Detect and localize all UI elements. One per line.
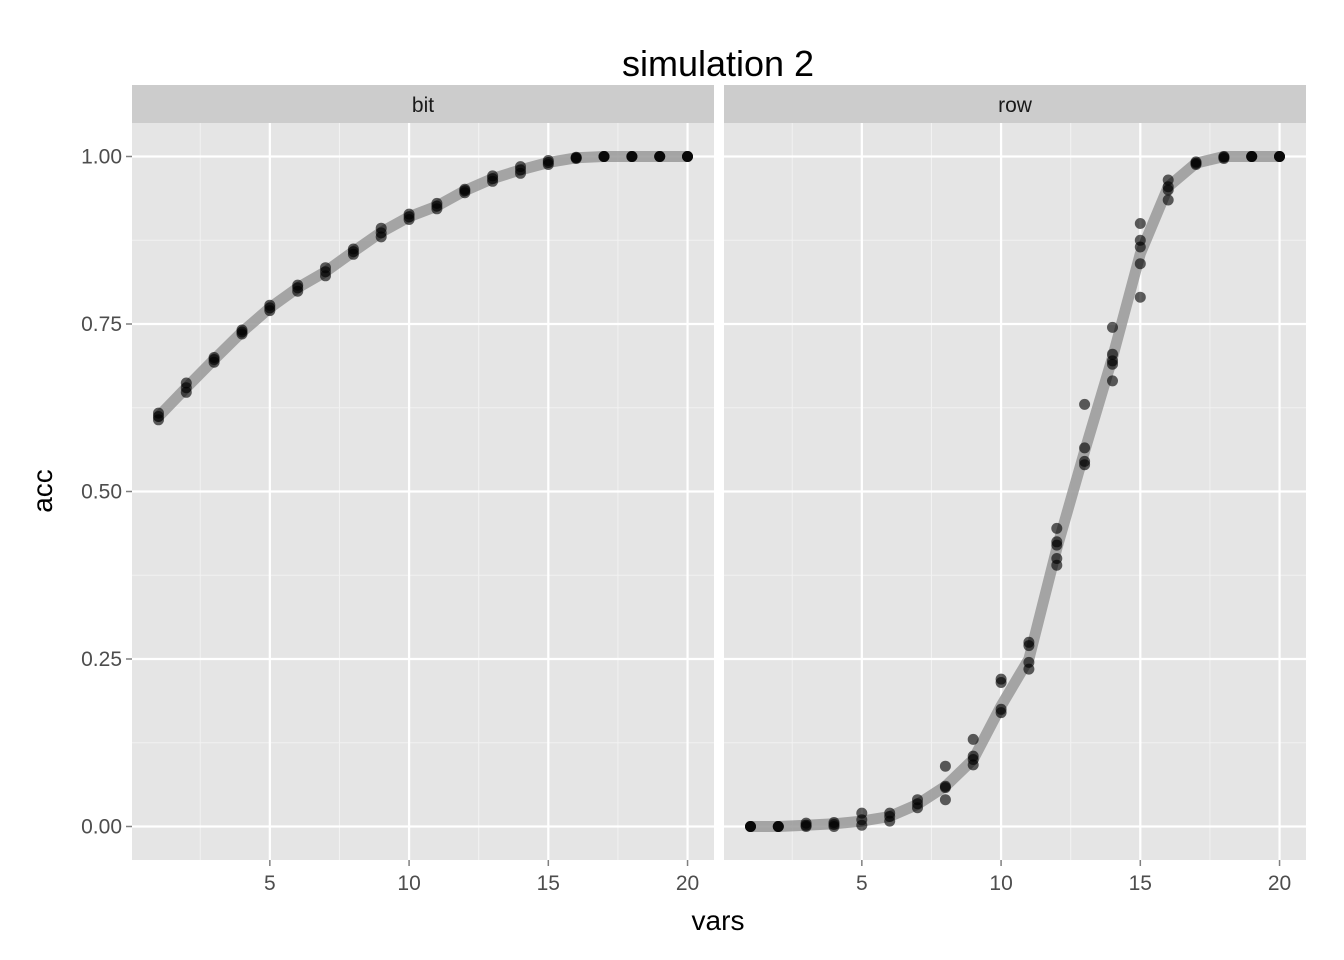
data-point	[1246, 151, 1258, 162]
y-tick-label: 0.50	[81, 481, 122, 504]
data-point	[375, 222, 387, 234]
facet-panel-row: row 5 10 15 20	[724, 85, 1306, 895]
data-point	[431, 197, 443, 209]
y-tick-label: 0.25	[81, 648, 122, 671]
data-point	[1134, 234, 1146, 246]
data-point	[856, 807, 868, 819]
x-tick-label: 10	[397, 872, 420, 895]
data-point	[939, 760, 951, 772]
y-axis: 0.00 0.25 0.50 0.75 1.00	[81, 146, 132, 839]
data-point	[967, 750, 979, 762]
data-point	[570, 151, 582, 163]
x-tick-label: 10	[989, 872, 1012, 895]
data-point	[208, 352, 220, 363]
data-point	[1218, 151, 1230, 162]
data-point	[598, 151, 610, 162]
facet-strip	[132, 85, 714, 123]
data-point	[1079, 398, 1091, 410]
x-tick-label: 20	[676, 872, 699, 895]
data-point	[1051, 522, 1063, 534]
facet-strip-label: row	[998, 94, 1033, 117]
data-point	[1051, 553, 1063, 564]
data-point	[515, 161, 526, 173]
data-point	[236, 324, 248, 336]
data-point	[292, 279, 304, 291]
data-point	[153, 407, 164, 419]
facet-panel-bit: bit 5 10 15 20	[132, 85, 714, 895]
facet-strip	[724, 85, 1306, 123]
data-point	[682, 151, 693, 162]
data-point	[1162, 174, 1174, 186]
data-point	[939, 780, 951, 792]
data-point	[939, 794, 951, 806]
data-point	[347, 243, 359, 255]
x-tick-label: 20	[1268, 872, 1291, 895]
y-tick-label: 0.00	[81, 816, 122, 839]
data-point	[1107, 375, 1118, 387]
data-point	[995, 703, 1007, 715]
data-point	[995, 673, 1007, 685]
data-point	[403, 208, 415, 220]
data-point	[1162, 194, 1174, 206]
data-point	[884, 807, 896, 819]
data-point	[772, 821, 784, 832]
facet-strip-label: bit	[412, 94, 434, 117]
facet-panels: bit 5 10 15 20 row 5 10 15 20	[132, 85, 1306, 895]
data-point	[1190, 156, 1202, 168]
data-point	[1134, 291, 1146, 303]
data-point	[1274, 151, 1285, 162]
x-tick-label: 15	[1129, 872, 1152, 895]
x-tick-label: 15	[537, 872, 560, 895]
y-tick-label: 1.00	[81, 146, 122, 169]
data-point	[1051, 536, 1063, 548]
data-point	[542, 155, 554, 166]
data-point	[1107, 348, 1118, 360]
data-point	[320, 262, 331, 274]
x-tick-label: 5	[856, 872, 868, 895]
data-point	[626, 151, 638, 162]
data-point	[459, 183, 471, 195]
data-point	[1079, 455, 1091, 467]
data-point	[745, 821, 756, 832]
data-point	[1134, 258, 1146, 270]
y-axis-title: acc	[27, 469, 58, 513]
data-point	[912, 794, 923, 806]
data-point	[180, 377, 192, 389]
data-point	[800, 817, 812, 829]
data-point	[1023, 636, 1035, 648]
data-point	[967, 733, 979, 745]
data-point	[1023, 656, 1035, 668]
x-axis-title: vars	[692, 905, 745, 936]
chart-title: simulation 2	[622, 43, 814, 84]
data-point	[654, 151, 666, 162]
data-point	[1107, 321, 1118, 333]
data-point	[264, 299, 276, 311]
y-tick-label: 0.75	[81, 313, 122, 336]
data-point	[1079, 442, 1091, 454]
x-tick-label: 5	[264, 872, 276, 895]
data-point	[1134, 218, 1146, 229]
data-point	[828, 817, 840, 828]
data-point	[487, 170, 499, 182]
